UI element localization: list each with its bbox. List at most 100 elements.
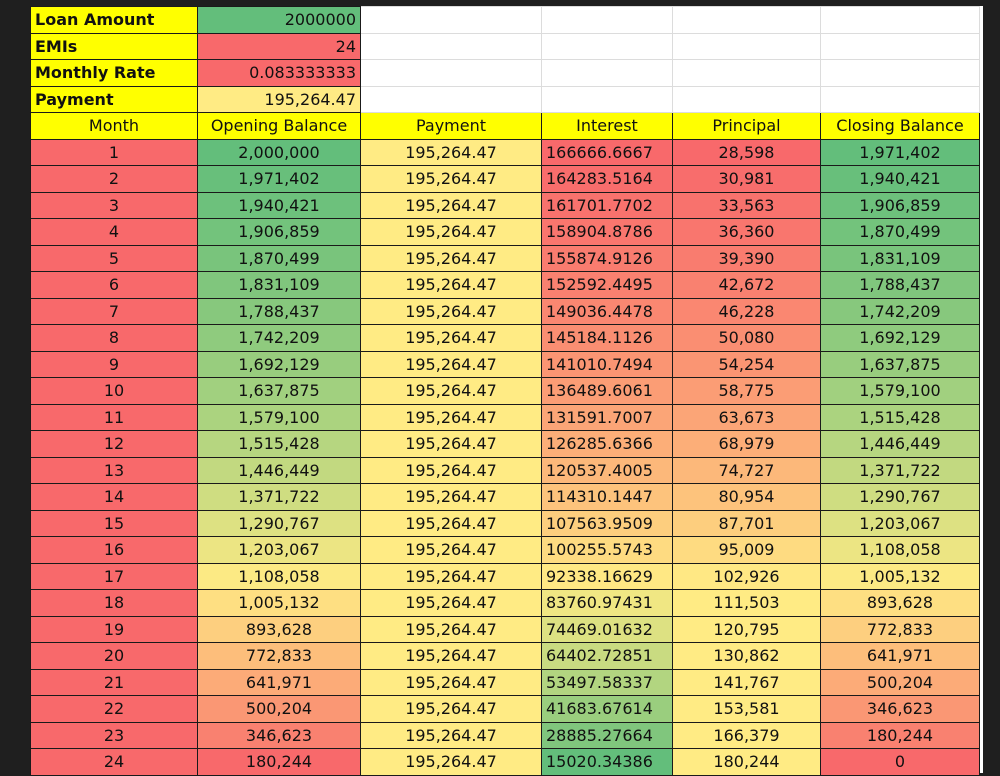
interest-cell[interactable]: 136489.6061 [541, 377, 673, 405]
closing-balance-cell[interactable]: 1,870,499 [820, 218, 980, 246]
closing-balance-cell[interactable]: 1,742,209 [820, 297, 980, 325]
header-principal[interactable]: Principal [672, 112, 821, 140]
interest-cell[interactable]: 145184.1126 [541, 324, 673, 352]
month-cell[interactable]: 1 [30, 138, 198, 166]
opening-balance-cell[interactable]: 1,742,209 [197, 324, 361, 352]
empty-cell[interactable] [541, 59, 673, 87]
opening-balance-cell[interactable]: 1,870,499 [197, 244, 361, 272]
payment-cell[interactable]: 195,264.47 [360, 191, 542, 219]
opening-balance-cell[interactable]: 1,637,875 [197, 377, 361, 405]
principal-cell[interactable]: 74,727 [672, 456, 821, 484]
header-opening-balance[interactable]: Opening Balance [197, 112, 361, 140]
month-cell[interactable]: 12 [30, 430, 198, 458]
principal-cell[interactable]: 180,244 [672, 748, 821, 776]
payment-cell[interactable]: 195,264.47 [360, 509, 542, 537]
closing-balance-cell[interactable]: 1,005,132 [820, 562, 980, 590]
opening-balance-cell[interactable]: 1,108,058 [197, 562, 361, 590]
payment-cell[interactable]: 195,264.47 [360, 403, 542, 431]
closing-balance-cell[interactable]: 0 [820, 748, 980, 776]
month-cell[interactable]: 18 [30, 589, 198, 617]
closing-balance-cell[interactable]: 1,637,875 [820, 350, 980, 378]
monthly-rate-value[interactable]: 0.083333333 [197, 59, 361, 87]
opening-balance-cell[interactable]: 1,971,402 [197, 165, 361, 193]
payment-cell[interactable]: 195,264.47 [360, 721, 542, 749]
emis-value[interactable]: 24 [197, 32, 361, 60]
closing-balance-cell[interactable]: 1,788,437 [820, 271, 980, 299]
payment-cell[interactable]: 195,264.47 [360, 536, 542, 564]
opening-balance-cell[interactable]: 1,203,067 [197, 536, 361, 564]
interest-cell[interactable]: 166666.6667 [541, 138, 673, 166]
principal-cell[interactable]: 63,673 [672, 403, 821, 431]
empty-cell[interactable] [541, 32, 673, 60]
principal-cell[interactable]: 54,254 [672, 350, 821, 378]
principal-cell[interactable]: 58,775 [672, 377, 821, 405]
opening-balance-cell[interactable]: 1,290,767 [197, 509, 361, 537]
payment-cell[interactable]: 195,264.47 [360, 297, 542, 325]
payment-cell[interactable]: 195,264.47 [360, 562, 542, 590]
payment-cell[interactable]: 195,264.47 [360, 642, 542, 670]
closing-balance-cell[interactable]: 1,692,129 [820, 324, 980, 352]
loan-amount-value[interactable]: 2000000 [197, 6, 361, 34]
empty-cell[interactable] [360, 32, 542, 60]
payment-cell[interactable]: 195,264.47 [360, 668, 542, 696]
month-cell[interactable]: 11 [30, 403, 198, 431]
principal-cell[interactable]: 95,009 [672, 536, 821, 564]
interest-cell[interactable]: 158904.8786 [541, 218, 673, 246]
closing-balance-cell[interactable]: 772,833 [820, 615, 980, 643]
closing-balance-cell[interactable]: 346,623 [820, 695, 980, 723]
month-cell[interactable]: 20 [30, 642, 198, 670]
empty-cell[interactable] [541, 85, 673, 113]
payment-cell[interactable]: 195,264.47 [360, 615, 542, 643]
empty-cell[interactable] [820, 59, 980, 87]
payment-cell[interactable]: 195,264.47 [360, 271, 542, 299]
interest-cell[interactable]: 53497.58337 [541, 668, 673, 696]
month-cell[interactable]: 6 [30, 271, 198, 299]
principal-cell[interactable]: 102,926 [672, 562, 821, 590]
principal-cell[interactable]: 166,379 [672, 721, 821, 749]
month-cell[interactable]: 10 [30, 377, 198, 405]
closing-balance-cell[interactable]: 180,244 [820, 721, 980, 749]
empty-cell[interactable] [541, 6, 673, 34]
principal-cell[interactable]: 50,080 [672, 324, 821, 352]
empty-cell[interactable] [820, 6, 980, 34]
month-cell[interactable]: 21 [30, 668, 198, 696]
payment-cell[interactable]: 195,264.47 [360, 165, 542, 193]
principal-cell[interactable]: 80,954 [672, 483, 821, 511]
payment-cell[interactable]: 195,264.47 [360, 244, 542, 272]
principal-cell[interactable]: 33,563 [672, 191, 821, 219]
opening-balance-cell[interactable]: 1,906,859 [197, 218, 361, 246]
principal-cell[interactable]: 120,795 [672, 615, 821, 643]
interest-cell[interactable]: 149036.4478 [541, 297, 673, 325]
opening-balance-cell[interactable]: 1,446,449 [197, 456, 361, 484]
month-cell[interactable]: 13 [30, 456, 198, 484]
empty-cell[interactable] [672, 85, 821, 113]
principal-cell[interactable]: 68,979 [672, 430, 821, 458]
interest-cell[interactable]: 92338.16629 [541, 562, 673, 590]
interest-cell[interactable]: 28885.27664 [541, 721, 673, 749]
interest-cell[interactable]: 131591.7007 [541, 403, 673, 431]
month-cell[interactable]: 22 [30, 695, 198, 723]
interest-cell[interactable]: 15020.34386 [541, 748, 673, 776]
closing-balance-cell[interactable]: 1,831,109 [820, 244, 980, 272]
principal-cell[interactable]: 30,981 [672, 165, 821, 193]
closing-balance-cell[interactable]: 1,371,722 [820, 456, 980, 484]
empty-cell[interactable] [360, 85, 542, 113]
empty-cell[interactable] [360, 6, 542, 34]
closing-balance-cell[interactable]: 1,906,859 [820, 191, 980, 219]
opening-balance-cell[interactable]: 772,833 [197, 642, 361, 670]
empty-cell[interactable] [360, 59, 542, 87]
closing-balance-cell[interactable]: 641,971 [820, 642, 980, 670]
opening-balance-cell[interactable]: 893,628 [197, 615, 361, 643]
interest-cell[interactable]: 100255.5743 [541, 536, 673, 564]
empty-cell[interactable] [672, 32, 821, 60]
header-interest[interactable]: Interest [541, 112, 673, 140]
principal-cell[interactable]: 130,862 [672, 642, 821, 670]
principal-cell[interactable]: 36,360 [672, 218, 821, 246]
principal-cell[interactable]: 39,390 [672, 244, 821, 272]
month-cell[interactable]: 7 [30, 297, 198, 325]
month-cell[interactable]: 16 [30, 536, 198, 564]
month-cell[interactable]: 8 [30, 324, 198, 352]
principal-cell[interactable]: 87,701 [672, 509, 821, 537]
interest-cell[interactable]: 152592.4495 [541, 271, 673, 299]
month-cell[interactable]: 17 [30, 562, 198, 590]
